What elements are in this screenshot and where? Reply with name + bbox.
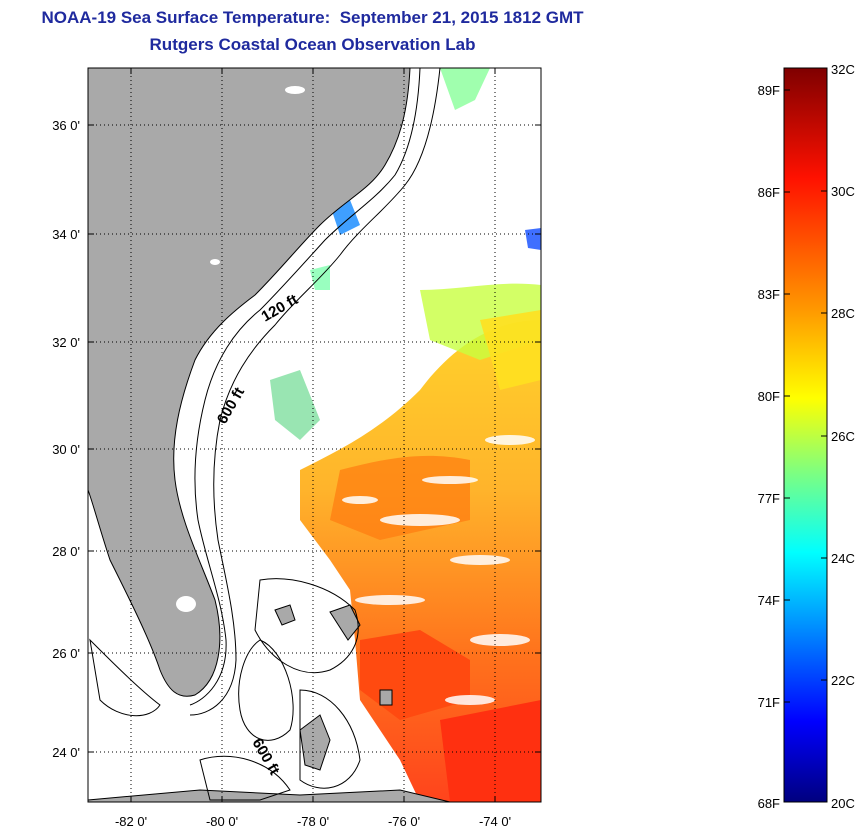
colorbar-f-74: 74F	[758, 593, 780, 608]
us-landmass	[88, 68, 411, 697]
temperature-colorbar: 89F 86F 83F 80F 77F 74F 71F 68F 32C 30C …	[758, 62, 855, 811]
colorbar-f-80: 80F	[758, 389, 780, 404]
map-subtitle: Rutgers Coastal Ocean Observation Lab	[149, 35, 476, 54]
colorbar-c-24: 24C	[831, 551, 855, 566]
sst-field	[270, 68, 541, 802]
map-panel: 120 ft 600 ft 600 ft	[88, 68, 541, 802]
colorbar-c-26: 26C	[831, 429, 855, 444]
lat-label-34: 34 0'	[52, 227, 80, 242]
lon-label-80: -80 0'	[206, 814, 238, 829]
colorbar-f-83: 83F	[758, 287, 780, 302]
lake-okeechobee	[176, 596, 196, 612]
map-border	[87, 67, 542, 803]
colorbar-f-77: 77F	[758, 491, 780, 506]
lat-label-24: 24 0'	[52, 745, 80, 760]
lon-label-76: -76 0'	[388, 814, 420, 829]
sound	[285, 86, 305, 94]
colorbar-ticks	[784, 89, 827, 703]
colorbar-f-68: 68F	[758, 796, 780, 811]
depth-contours	[89, 68, 441, 801]
lat-label-36: 36 0'	[52, 118, 80, 133]
colorbar-c-30: 30C	[831, 184, 855, 199]
cloud-mask	[342, 435, 535, 705]
lon-label-82: -82 0'	[115, 814, 147, 829]
colorbar-c-32: 32C	[831, 62, 855, 77]
colorbar-gradient	[783, 67, 828, 803]
map-title: NOAA-19 Sea Surface Temperature: Septemb…	[41, 8, 584, 27]
colorbar-f-89: 89F	[758, 83, 780, 98]
lat-label-26: 26 0'	[52, 646, 80, 661]
colorbar-c-22: 22C	[831, 673, 855, 688]
map-ticks	[88, 68, 541, 802]
bahamas-islands	[88, 604, 451, 802]
lon-label-78: -78 0'	[297, 814, 329, 829]
lat-label-28: 28 0'	[52, 544, 80, 559]
colorbar-f-86: 86F	[758, 185, 780, 200]
longitude-labels: -82 0' -80 0' -78 0' -76 0' -74 0'	[115, 814, 511, 829]
colorbar-c-20: 20C	[831, 796, 855, 811]
lat-label-30: 30 0'	[52, 442, 80, 457]
lake	[210, 259, 220, 265]
colorbar-f-71: 71F	[758, 695, 780, 710]
lon-label-74: -74 0'	[479, 814, 511, 829]
colorbar-c-28: 28C	[831, 306, 855, 321]
lat-label-32: 32 0'	[52, 335, 80, 350]
latitude-labels: 36 0' 34 0' 32 0' 30 0' 28 0' 26 0' 24 0…	[52, 118, 80, 760]
